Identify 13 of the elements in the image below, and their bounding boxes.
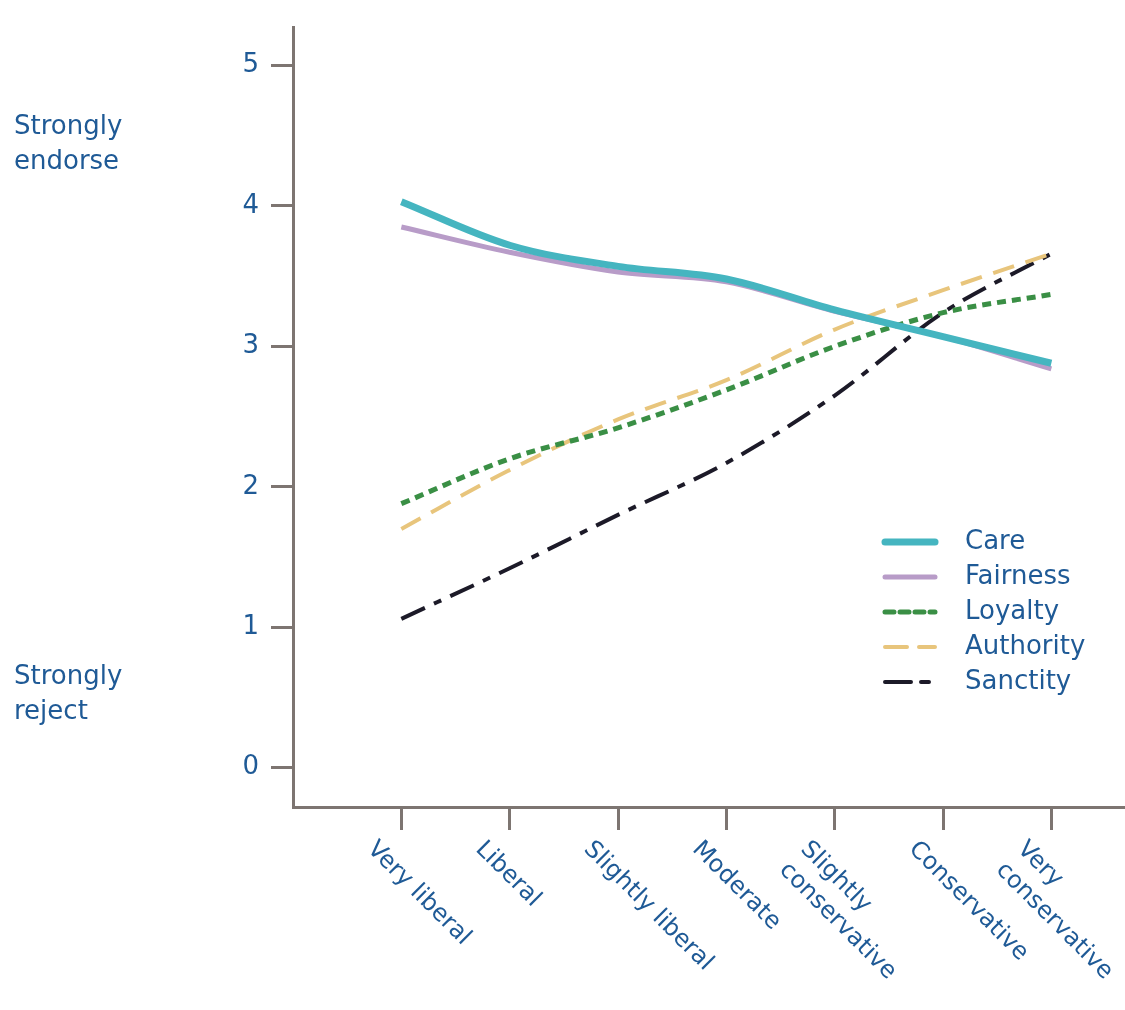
y-tick-label: 0 (242, 750, 259, 781)
legend-label: Loyalty (965, 594, 1060, 625)
y-tick-label: 4 (242, 188, 259, 219)
legend-label: Authority (965, 629, 1086, 660)
legend-label: Care (965, 524, 1026, 555)
y-tick-label: 3 (242, 329, 259, 360)
y-tick-label: 5 (242, 48, 259, 79)
legend-label: Sanctity (965, 664, 1072, 695)
y-tick-label: 2 (242, 469, 259, 500)
text: Strongly endorse (14, 109, 124, 177)
legend-label: Fairness (965, 559, 1071, 590)
text: Strongly reject (14, 659, 124, 727)
y-tick-label: 1 (242, 610, 259, 640)
